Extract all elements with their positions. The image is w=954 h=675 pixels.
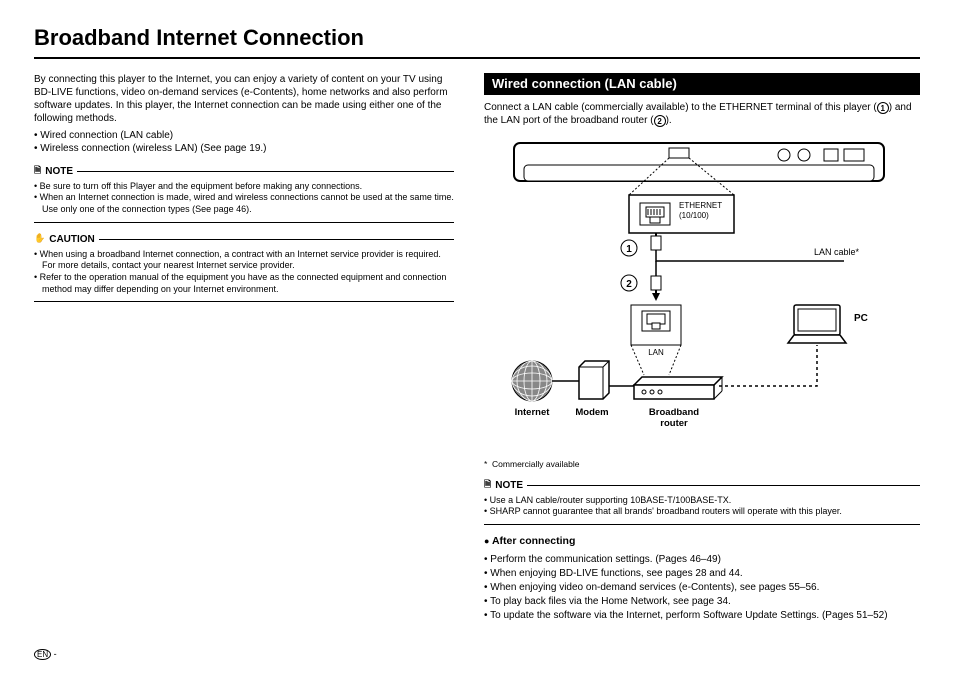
svg-text:ETHERNET: ETHERNET: [679, 201, 722, 210]
caution-list: When using a broadband Internet connecti…: [34, 249, 454, 296]
circled-one-icon: 1: [877, 102, 889, 114]
svg-text:router: router: [660, 418, 688, 429]
list-item: When enjoying video on-demand services (…: [484, 581, 920, 594]
lang-badge: EN: [34, 649, 51, 660]
svg-text:1: 1: [626, 244, 632, 255]
note-list: Be sure to turn off this Player and the …: [34, 181, 454, 216]
divider: [34, 222, 454, 223]
methods-list: Wired connection (LAN cable) Wireless co…: [34, 129, 454, 155]
after-connecting-heading: After connecting: [484, 535, 920, 549]
svg-text:LAN cable*: LAN cable*: [814, 247, 860, 257]
caution-label: CAUTION: [49, 233, 95, 246]
svg-text:(10/100): (10/100): [679, 211, 709, 220]
divider: [527, 485, 920, 486]
caution-heading: ✋ CAUTION: [34, 233, 454, 246]
intro-pre: Connect a LAN cable (commercially availa…: [484, 102, 877, 113]
caution-icon: ✋: [34, 233, 45, 245]
note-label: NOTE: [45, 165, 73, 178]
svg-text:Internet: Internet: [515, 407, 551, 418]
list-item: Refer to the operation manual of the equ…: [34, 272, 454, 295]
left-column: By connecting this player to the Interne…: [34, 73, 454, 623]
svg-text:2: 2: [626, 279, 632, 290]
svg-text:LAN: LAN: [648, 348, 664, 357]
footnote-marker: *: [484, 459, 487, 469]
list-item: SHARP cannot guarantee that all brands' …: [484, 506, 920, 518]
list-item: Wired connection (LAN cable): [34, 129, 454, 142]
note-heading-2: 🗎 NOTE: [484, 479, 920, 492]
note-icon: 🗎: [484, 479, 491, 491]
svg-text:Broadband: Broadband: [649, 407, 699, 418]
divider: [484, 524, 920, 525]
content-columns: By connecting this player to the Interne…: [34, 73, 920, 623]
page-title: Broadband Internet Connection: [34, 24, 920, 59]
note-label: NOTE: [495, 479, 523, 492]
diagram-svg: ETHERNET (10/100) 1 LAN cable* 2: [484, 133, 914, 453]
list-item: To play back files via the Home Network,…: [484, 595, 920, 608]
connection-diagram: ETHERNET (10/100) 1 LAN cable* 2: [484, 133, 920, 453]
page-footer: EN -: [34, 649, 57, 661]
footer-dash: -: [54, 649, 57, 659]
divider: [34, 301, 454, 302]
list-item: Perform the communication settings. (Pag…: [484, 553, 920, 566]
list-item: Wireless connection (wireless LAN) (See …: [34, 142, 454, 155]
list-item: To update the software via the Internet,…: [484, 609, 920, 622]
after-connecting-list: Perform the communication settings. (Pag…: [484, 553, 920, 622]
list-item: When enjoying BD-LIVE functions, see pag…: [484, 567, 920, 580]
intro-text: By connecting this player to the Interne…: [34, 73, 454, 125]
note-list-2: Use a LAN cable/router supporting 10BASE…: [484, 495, 920, 518]
divider: [77, 171, 454, 172]
list-item: When using a broadband Internet connecti…: [34, 249, 454, 272]
footnote: * Commercially available: [484, 459, 920, 470]
footnote-text: Commercially available: [492, 459, 579, 469]
list-item: Use a LAN cable/router supporting 10BASE…: [484, 495, 920, 507]
section-intro: Connect a LAN cable (commercially availa…: [484, 101, 920, 127]
divider: [99, 239, 454, 240]
note-heading: 🗎 NOTE: [34, 165, 454, 178]
list-item: When an Internet connection is made, wir…: [34, 192, 454, 215]
list-item: Be sure to turn off this Player and the …: [34, 181, 454, 193]
circled-two-icon: 2: [654, 115, 666, 127]
right-column: Wired connection (LAN cable) Connect a L…: [484, 73, 920, 623]
intro-post: ).: [666, 115, 672, 126]
note-icon: 🗎: [34, 165, 41, 177]
svg-text:PC: PC: [854, 313, 868, 324]
section-header: Wired connection (LAN cable): [484, 73, 920, 96]
after-heading-text: After connecting: [492, 535, 575, 547]
svg-text:Modem: Modem: [575, 407, 608, 418]
